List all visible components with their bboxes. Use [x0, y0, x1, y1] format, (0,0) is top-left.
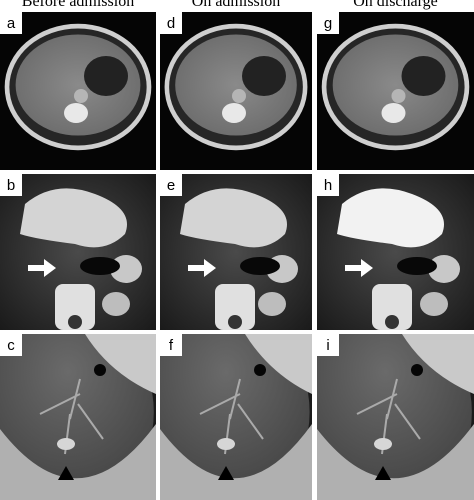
trachea: [80, 257, 120, 275]
stomach: [84, 56, 128, 96]
vertebra: [372, 284, 412, 330]
chest-wall: [317, 424, 474, 500]
trachea: [397, 257, 437, 275]
nodule: [217, 438, 235, 450]
label-box: [317, 12, 339, 34]
ct-panel: f: [160, 334, 312, 500]
label-box: [160, 334, 182, 356]
vessels: [39, 378, 104, 455]
vertebra: [55, 284, 95, 330]
aortic-arch: [20, 188, 127, 248]
mediastinum: [85, 334, 156, 394]
ct-panel: g: [317, 12, 474, 170]
arrow: [345, 259, 373, 277]
image: [0, 12, 156, 170]
bronchus: [254, 364, 266, 376]
arrowhead: [375, 466, 391, 480]
ct-panel: d: [160, 12, 312, 170]
canal: [228, 315, 242, 329]
ct-panel: b: [0, 174, 156, 330]
aorta: [232, 89, 246, 103]
chest-wall: [0, 424, 156, 500]
arrow: [188, 259, 216, 277]
bronchus: [411, 364, 423, 376]
canal: [385, 315, 399, 329]
panel-label: d: [167, 15, 175, 32]
chest-wall: [160, 424, 312, 500]
vessels: [199, 378, 264, 455]
vertebra: [215, 284, 255, 330]
panel-label: c: [7, 337, 15, 354]
panel-label: a: [7, 15, 16, 32]
canal: [68, 315, 82, 329]
vessels: [356, 378, 421, 455]
aortic-arch: [337, 188, 444, 248]
panel-label: f: [169, 337, 174, 354]
vessel: [102, 292, 130, 316]
spine: [381, 103, 406, 123]
spine: [222, 103, 246, 123]
ct-panel: i: [317, 334, 474, 500]
image: [0, 334, 156, 500]
panel-label: h: [324, 177, 332, 194]
nodule: [57, 438, 75, 450]
image: [317, 174, 474, 330]
image: [160, 12, 312, 170]
label-box: [0, 174, 22, 196]
panel-label: b: [7, 177, 15, 194]
ct-panel: e: [160, 174, 312, 330]
column-header: On admission: [192, 0, 280, 10]
trachea: [240, 257, 280, 275]
label-box: [317, 174, 339, 196]
panel-label: i: [326, 337, 329, 354]
arrowhead: [58, 466, 74, 480]
ct-panel: h: [317, 174, 474, 330]
stomach: [242, 56, 286, 96]
column-header: On discharge: [353, 0, 438, 10]
lung: [0, 334, 154, 500]
aorta: [391, 89, 406, 103]
image: [160, 174, 312, 330]
arrowhead: [218, 466, 234, 480]
vessel: [258, 292, 286, 316]
image: [0, 174, 156, 330]
spine: [64, 103, 88, 123]
mediastinum: [245, 334, 312, 394]
image: [160, 334, 312, 500]
nodule: [374, 438, 392, 450]
image: [317, 12, 474, 170]
panel-label: e: [167, 177, 175, 194]
vessel: [110, 255, 142, 283]
label-box: [0, 334, 22, 356]
label-box: [160, 174, 182, 196]
arrow: [28, 259, 56, 277]
label-box: [0, 12, 22, 34]
vessel: [420, 292, 448, 316]
ct-panel: a: [0, 12, 156, 170]
ct-panel: c: [0, 334, 156, 500]
aortic-arch: [180, 188, 287, 248]
lung: [160, 334, 310, 500]
aorta: [74, 89, 88, 103]
label-box: [317, 334, 339, 356]
bronchus: [94, 364, 106, 376]
lung: [317, 334, 472, 500]
stomach: [401, 56, 446, 96]
column-header: Before admission: [22, 0, 134, 10]
mediastinum: [402, 334, 474, 394]
label-box: [160, 12, 182, 34]
image: [317, 334, 474, 500]
vessel: [428, 255, 460, 283]
panel-label: g: [324, 15, 332, 32]
